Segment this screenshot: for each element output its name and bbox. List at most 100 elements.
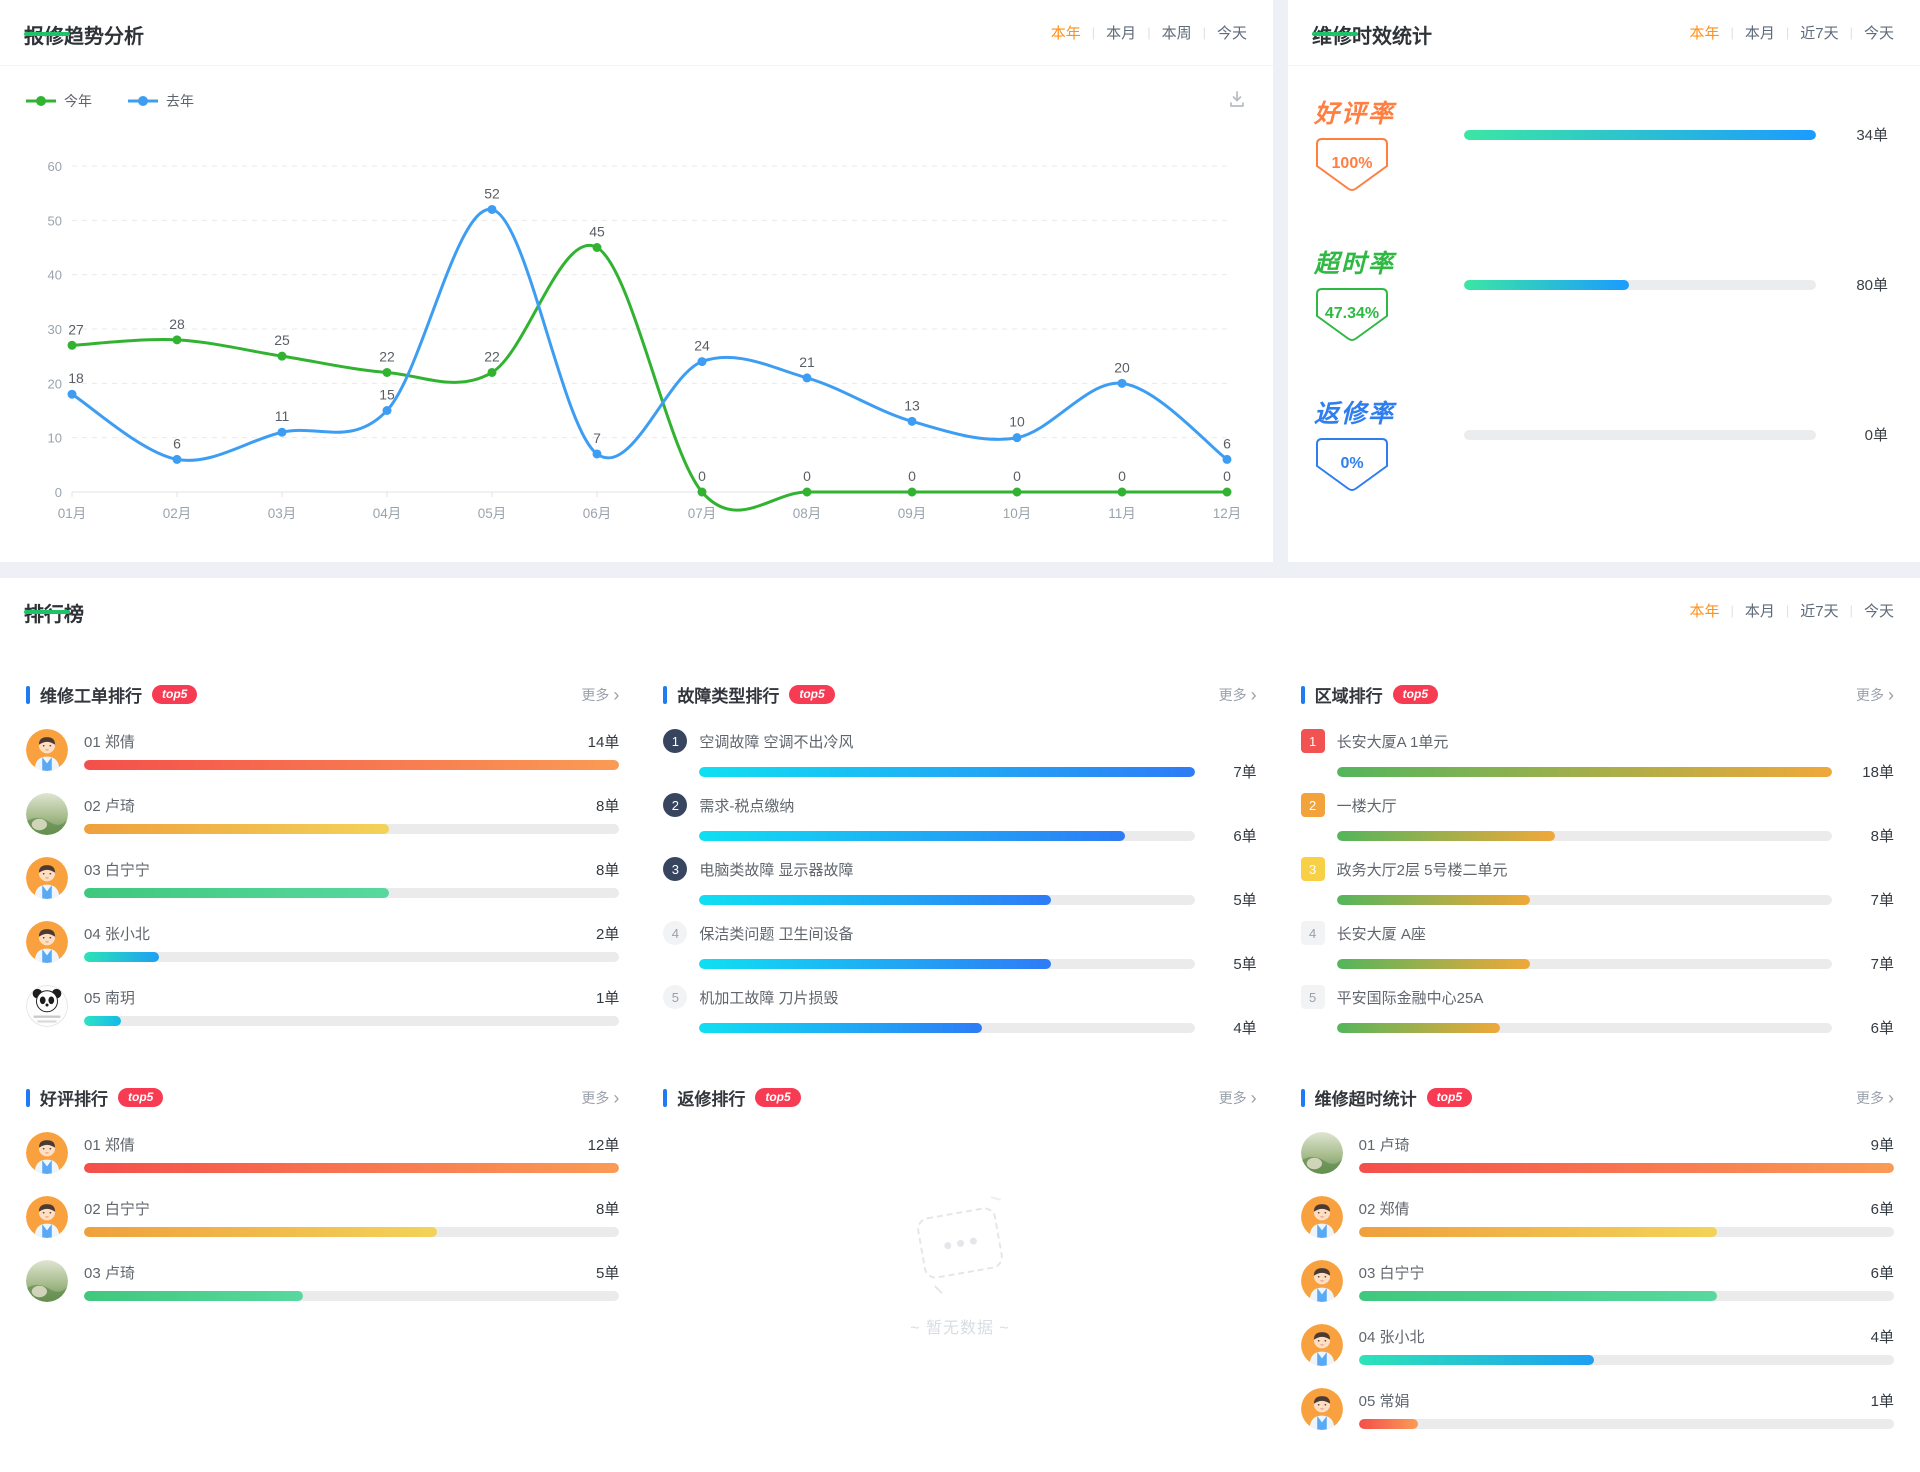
rank-bar-track xyxy=(1336,894,1832,905)
ranking-row: 03 卢琦 5单 xyxy=(26,1260,620,1304)
svg-text:30: 30 xyxy=(48,322,62,337)
ranking-panel: 好评排行 top5 更多 › 01 郑倩 12单 xyxy=(26,1085,620,1452)
svg-text:11: 11 xyxy=(275,408,290,424)
rankings-title-text: 排行榜 xyxy=(24,604,84,626)
download-icon[interactable] xyxy=(1227,89,1247,114)
rank-number-badge: 2 xyxy=(1300,793,1325,817)
rank-count: 8单 xyxy=(595,798,620,815)
svg-text:0: 0 xyxy=(1118,468,1126,484)
trend-chart: 0 10 20 30 40 50 60 01月 02月 03月 04月 05月 06月 07月 08月 09月… xyxy=(0,118,1273,537)
more-link[interactable]: 更多 › xyxy=(1855,1087,1894,1108)
more-link[interactable]: 更多 › xyxy=(1855,684,1894,705)
stats-filters: 本年 | 本月 | 近7天 | 今天 xyxy=(1687,0,1896,43)
svg-text:20: 20 xyxy=(48,376,62,391)
top5-badge: top5 xyxy=(152,685,198,704)
rank-bar-fill xyxy=(84,1016,122,1026)
filter-separator: | xyxy=(1785,25,1790,40)
stats-body: 好评率 100% 34单 超时率 47.34% 80单 xyxy=(1288,66,1920,540)
rank-name: 03 白宁宁 xyxy=(84,862,150,879)
panel-header: 维修超时统计 top5 更多 › xyxy=(1300,1085,1894,1110)
stat-label: 超时率 xyxy=(1314,250,1396,278)
svg-text:27: 27 xyxy=(68,321,84,337)
filter-本年[interactable]: 本年 xyxy=(1050,25,1081,42)
ranking-row: 3 电脑类故障 显示器故障 5单 xyxy=(663,857,1257,909)
svg-text:10: 10 xyxy=(1009,414,1025,430)
rank-bar-fill xyxy=(84,760,620,770)
stat-progress-track xyxy=(1464,279,1816,290)
rank-bar-track xyxy=(84,1016,620,1026)
panel-body: 01 郑倩 12单 02 xyxy=(26,1132,620,1304)
svg-text:04月: 04月 xyxy=(373,506,402,521)
chevron-right-icon: › xyxy=(613,1087,620,1108)
rank-bar-track xyxy=(699,958,1195,969)
ranking-row: 01 郑倩 14单 xyxy=(26,729,620,773)
rank-label: 平安国际金融中心25A xyxy=(1336,990,1484,1007)
rank-bar-track xyxy=(699,830,1195,841)
rank-bar-track xyxy=(84,888,620,898)
stat-count: 34单 xyxy=(1856,127,1888,144)
stat-count: 80单 xyxy=(1856,277,1888,294)
svg-text:45: 45 xyxy=(589,224,605,240)
avatar-photo xyxy=(26,793,68,835)
rank-number-badge: 5 xyxy=(663,985,688,1009)
filter-近7天[interactable]: 近7天 xyxy=(1800,603,1839,620)
more-link[interactable]: 更多 › xyxy=(581,1087,620,1108)
filter-本月[interactable]: 本月 xyxy=(1744,25,1775,42)
ranking-row: 05 常娟 1单 xyxy=(1300,1388,1894,1432)
svg-text:06月: 06月 xyxy=(583,506,612,521)
svg-text:10: 10 xyxy=(48,431,62,446)
rank-count: 5单 xyxy=(1233,956,1257,973)
stat-count: 0单 xyxy=(1864,427,1888,444)
rank-bar-track xyxy=(1336,830,1832,841)
title-underline xyxy=(24,32,70,36)
more-link[interactable]: 更多 › xyxy=(1218,684,1257,705)
filter-本年[interactable]: 本年 xyxy=(1689,603,1720,620)
filter-本年[interactable]: 本年 xyxy=(1689,25,1720,42)
rank-bar-fill xyxy=(84,1291,304,1301)
filter-本月[interactable]: 本月 xyxy=(1106,25,1137,42)
top5-badge: top5 xyxy=(1392,685,1438,704)
rank-count: 6单 xyxy=(1870,1020,1894,1037)
filter-今天[interactable]: 今天 xyxy=(1863,25,1894,42)
rank-count: 8单 xyxy=(595,1201,620,1218)
rank-count: 8单 xyxy=(595,862,620,879)
top5-badge: top5 xyxy=(1426,1088,1472,1107)
rank-count: 2单 xyxy=(595,926,620,943)
panel-accent-bar xyxy=(26,685,30,704)
rank-label: 政务大厅2层 5号楼二单元 xyxy=(1336,862,1508,879)
filter-今天[interactable]: 今天 xyxy=(1216,25,1247,42)
filter-本月[interactable]: 本月 xyxy=(1744,603,1775,620)
svg-text:18: 18 xyxy=(68,370,84,386)
rank-count: 14单 xyxy=(587,734,620,751)
rank-bar-fill xyxy=(1358,1291,1718,1301)
filter-近7天[interactable]: 近7天 xyxy=(1800,25,1839,42)
rank-bar-fill xyxy=(84,1163,620,1173)
rank-label: 需求-税点缴纳 xyxy=(699,798,795,815)
rank-count: 4单 xyxy=(1233,1020,1257,1037)
filter-今天[interactable]: 今天 xyxy=(1863,603,1894,620)
more-link[interactable]: 更多 › xyxy=(581,684,620,705)
panel-header: 故障类型排行 top5 更多 › xyxy=(663,682,1257,707)
ranking-row: 04 张小北 4单 xyxy=(1300,1324,1894,1368)
legend-item-去年[interactable]: 去年 xyxy=(128,91,194,111)
rankings-card: 排行榜 本年 | 本月 | 近7天 | 今天 维修工单排行 top5 更多 › xyxy=(0,578,1920,1472)
panel-body: 1 长安大厦A 1单元 18单 2 一楼大厅 xyxy=(1300,729,1894,1037)
legend-label: 今年 xyxy=(64,93,92,109)
svg-text:24: 24 xyxy=(694,338,710,354)
avatar-photo xyxy=(26,1260,68,1302)
svg-text:40: 40 xyxy=(48,268,62,283)
svg-text:05月: 05月 xyxy=(478,506,507,521)
filter-separator: | xyxy=(1147,25,1151,40)
avatar-person xyxy=(26,1196,68,1238)
stat-percent-badge: 100% xyxy=(1316,138,1388,191)
filter-本周[interactable]: 本周 xyxy=(1161,25,1192,42)
rank-count: 8单 xyxy=(1870,828,1894,845)
chevron-right-icon: › xyxy=(1250,684,1257,705)
rank-bar-fill xyxy=(84,824,390,834)
title-underline xyxy=(1312,32,1358,36)
more-link[interactable]: 更多 › xyxy=(1218,1087,1257,1108)
legend-item-今年[interactable]: 今年 xyxy=(26,91,92,111)
stat-progress-track xyxy=(1464,129,1816,140)
ranking-row: 03 白宁宁 6单 xyxy=(1300,1260,1894,1304)
rank-number-badge: 5 xyxy=(1300,985,1325,1009)
